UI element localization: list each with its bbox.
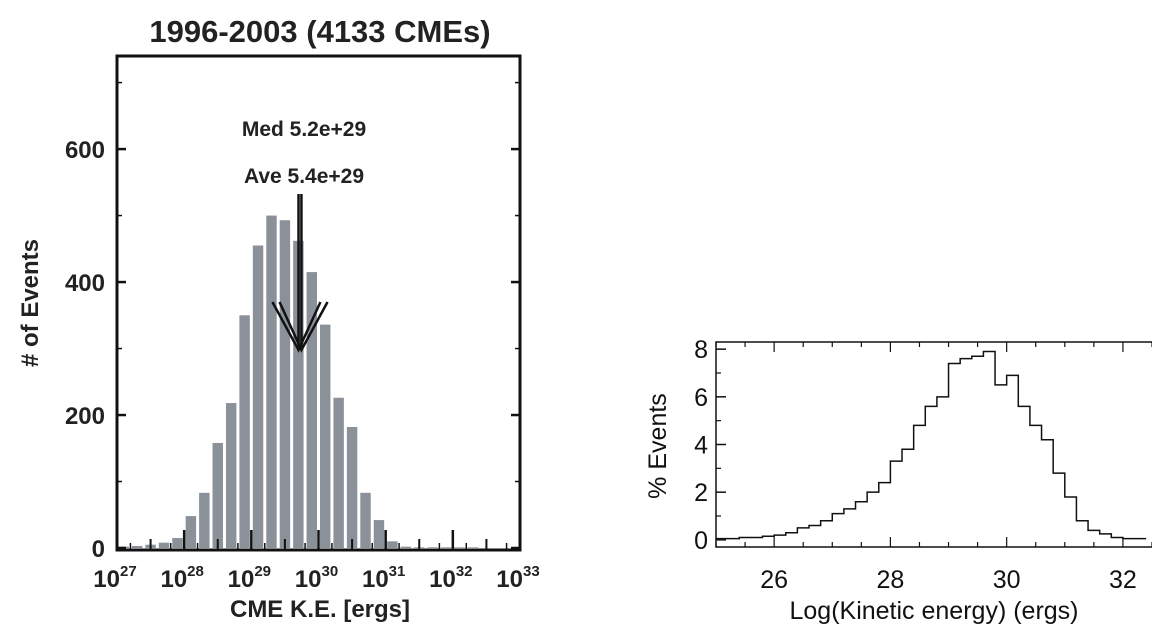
x-tick-label: 26 — [760, 566, 788, 594]
histogram-bar — [373, 520, 385, 548]
histogram-bar — [427, 547, 438, 548]
y-tick-label: 200 — [65, 403, 105, 430]
histogram-bar — [266, 215, 277, 548]
x-tick-label: 28 — [876, 566, 904, 594]
y-tick-label: 4 — [694, 432, 708, 460]
histogram-bar — [306, 272, 317, 548]
right-x-tick-labels: 26 28 30 32 — [760, 566, 1137, 594]
left-bars — [118, 215, 479, 548]
x-tick-label: 30 — [993, 566, 1021, 594]
x-tick-label: 1032 — [429, 563, 472, 593]
average-arrow-head — [278, 301, 329, 353]
histogram-bar — [400, 546, 412, 548]
x-tick-label: 1030 — [295, 563, 338, 593]
histogram-bar — [467, 547, 479, 548]
histogram-bar — [252, 245, 264, 548]
histogram-bar — [279, 220, 291, 548]
mean-median-arrows — [271, 194, 329, 353]
histogram-bar — [454, 547, 465, 548]
left-y-tick-labels: 0 200 400 600 — [65, 137, 105, 563]
histogram-bar — [185, 516, 197, 548]
right-y-tick-labels: 0 2 4 6 8 — [694, 336, 708, 555]
histogram-bar — [225, 403, 237, 548]
x-tick-label: 1033 — [496, 563, 539, 593]
x-tick-label: 1028 — [160, 563, 203, 593]
histogram-bar — [333, 397, 344, 548]
right-x-axis-label: Log(Kinetic energy) (ergs) — [789, 597, 1078, 625]
y-tick-label: 400 — [65, 270, 105, 297]
y-tick-label: 0 — [92, 536, 105, 563]
left-y-axis-label: # of Events — [17, 239, 44, 367]
histogram-bar — [212, 442, 223, 548]
histogram-bar — [172, 538, 183, 548]
histogram-bar — [440, 547, 452, 548]
right-step-histogram-panel: 0 2 4 6 8 26 28 30 32 Log(Kinetic energy) (ergs… — [644, 336, 1152, 625]
right-y-axis-label: % Events — [644, 393, 672, 499]
x-tick-label: 32 — [1109, 566, 1137, 594]
x-tick-label: 1031 — [362, 563, 405, 593]
right-axis-ticks — [715, 341, 1152, 548]
right-plot-frame — [715, 341, 1152, 548]
histogram-bar — [199, 492, 210, 548]
left-x-axis-label: CME K.E. [ergs] — [230, 596, 410, 623]
y-tick-label: 8 — [694, 336, 708, 364]
histogram-bar — [158, 542, 170, 548]
x-tick-label: 1029 — [228, 563, 271, 593]
histogram-bar — [346, 426, 358, 548]
histogram-bar — [131, 546, 143, 548]
percent-events-step-line — [716, 350, 1147, 540]
y-tick-label: 6 — [694, 384, 708, 412]
histogram-bar — [320, 324, 331, 548]
left-chart-title: 1996-2003 (4133 CMEs) — [149, 14, 490, 49]
left-axis-ticks — [115, 81, 522, 550]
median-arrow-head — [271, 301, 322, 353]
histogram-bar — [360, 492, 371, 548]
median-annotation: Med 5.2e+29 — [242, 118, 366, 141]
y-tick-label: 2 — [694, 479, 708, 507]
histogram-bar — [239, 315, 250, 548]
x-tick-label: 1027 — [93, 563, 136, 593]
histogram-bar — [293, 240, 304, 548]
left-x-tick-labels: 1027 1028 1029 1030 1031 1032 1033 — [93, 563, 539, 593]
average-annotation: Ave 5.4e+29 — [244, 165, 364, 188]
y-tick-label: 0 — [694, 527, 708, 555]
y-tick-label: 600 — [65, 137, 105, 164]
histogram-bar — [387, 541, 398, 548]
